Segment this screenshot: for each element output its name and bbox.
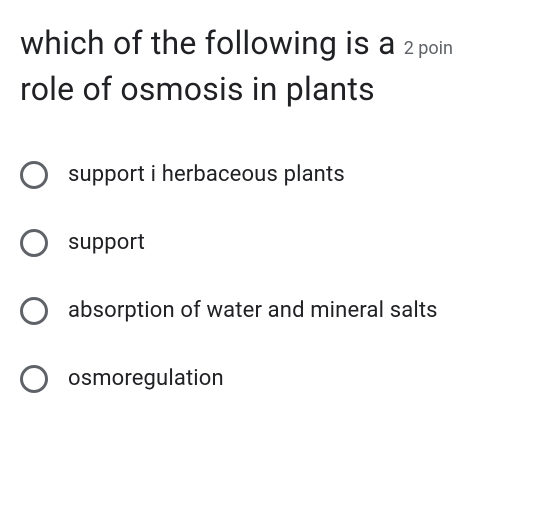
- option-label: osmoregulation: [68, 366, 224, 391]
- option-label: support i herbaceous plants: [68, 162, 345, 187]
- radio-icon: [20, 161, 48, 189]
- radio-icon: [20, 297, 48, 325]
- option-label: absorption of water and mineral salts: [68, 298, 438, 323]
- option-row-1[interactable]: support: [20, 229, 533, 257]
- option-row-0[interactable]: support i herbaceous plants: [20, 161, 533, 189]
- question-text-line1: which of the following is a: [20, 20, 396, 66]
- radio-icon: [20, 229, 48, 257]
- question-text-line2: role of osmosis in plants: [20, 66, 375, 112]
- option-row-3[interactable]: osmoregulation: [20, 365, 533, 393]
- option-label: support: [68, 230, 145, 255]
- radio-icon: [20, 365, 48, 393]
- option-row-2[interactable]: absorption of water and mineral salts: [20, 297, 533, 325]
- points-label: 2 poin: [404, 38, 453, 59]
- question-header: which of the following is a 2 poin role …: [20, 20, 533, 113]
